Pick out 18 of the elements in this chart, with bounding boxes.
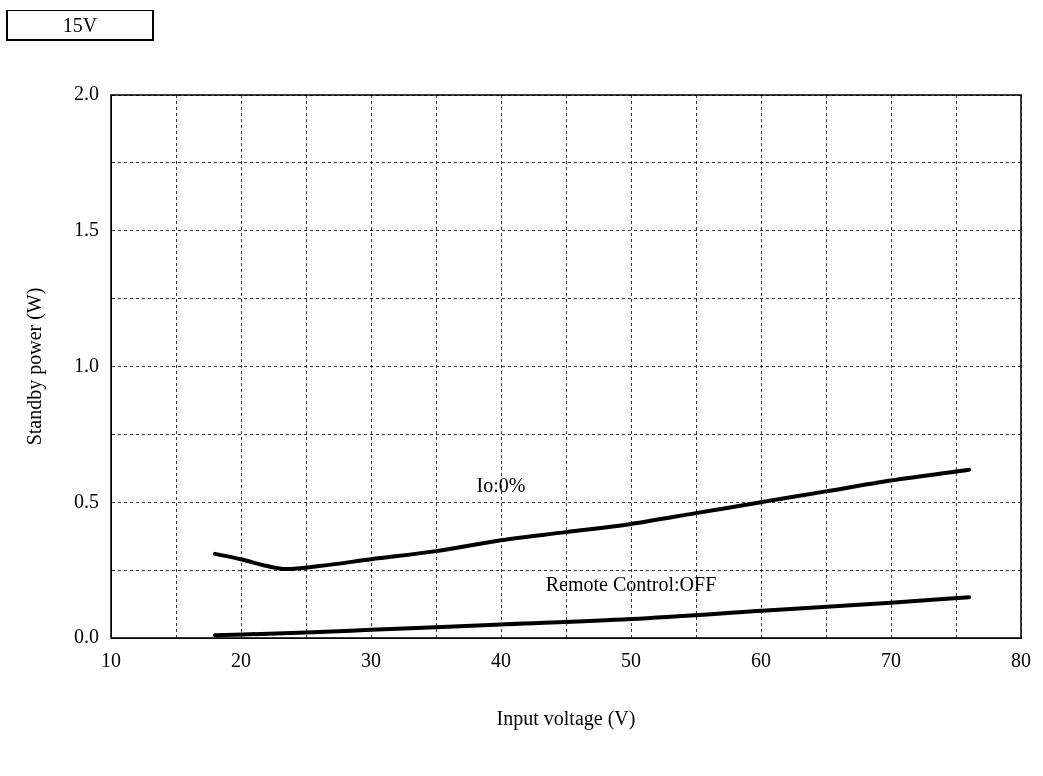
- y-axis-title: Standby power (W): [23, 287, 47, 446]
- text: 15V: [6, 10, 154, 41]
- x-tick-label: 10: [101, 649, 121, 672]
- x-tick-label: 20: [231, 649, 251, 672]
- x-tick-label: 40: [491, 649, 511, 672]
- series-label: Remote Control:OFF: [545, 572, 717, 595]
- x-tick-label: 70: [881, 649, 901, 672]
- y-tick-label: 0.5: [74, 489, 99, 512]
- x-tick-label: 80: [1011, 649, 1031, 672]
- x-axis-title: Input voltage (V): [496, 707, 636, 731]
- x-tick-label: 50: [621, 649, 641, 672]
- x-tick-label: 30: [361, 649, 381, 672]
- y-tick-label: 2.0: [74, 82, 99, 105]
- y-tick-label: 1.0: [74, 353, 99, 376]
- text: Io:0%: [476, 474, 526, 497]
- y-tick-label: 0.0: [74, 625, 99, 648]
- y-tick-label: 1.5: [74, 218, 99, 240]
- x-tick-label: 60: [751, 649, 771, 672]
